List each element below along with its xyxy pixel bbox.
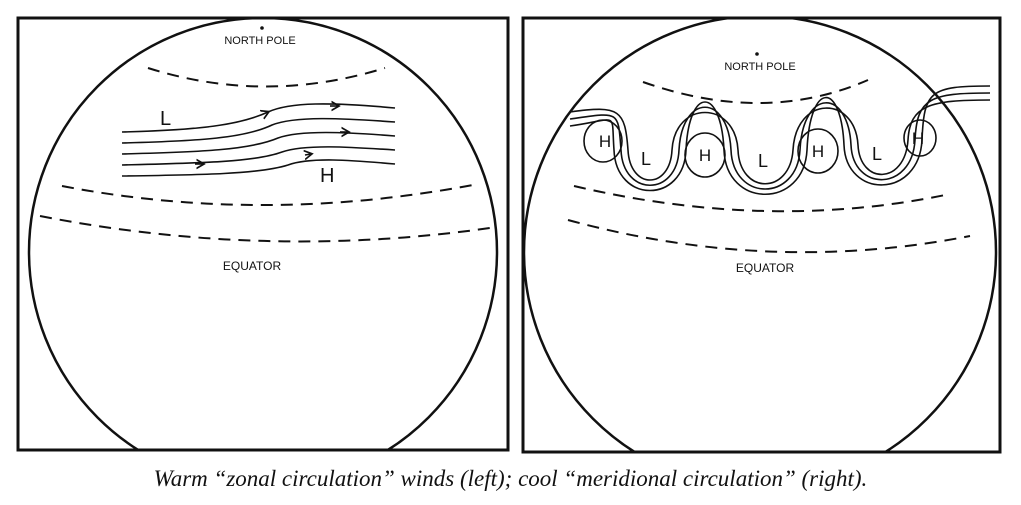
right-low-label: L <box>758 151 768 171</box>
left-panel-zonal: NORTH POLE EQUATOR L H <box>16 16 510 452</box>
high-pressure-loop <box>684 132 726 178</box>
right-tropic-line <box>567 219 971 254</box>
high-pressure-loop <box>903 119 937 157</box>
high-pressure-loop <box>797 128 839 174</box>
right-globe <box>524 19 998 452</box>
right-arctic-line <box>642 79 869 104</box>
left-high-label: H <box>320 165 334 187</box>
right-midlat-line <box>573 185 951 213</box>
streamline <box>121 159 396 177</box>
left-north-pole-label: NORTH POLE <box>224 35 295 47</box>
right-equator-label: EQUATOR <box>736 261 795 275</box>
right-meridional-streamlines <box>569 85 991 195</box>
left-north-pole-dot <box>260 26 264 30</box>
diagram: NORTH POLE EQUATOR L H NORTH POLE <box>16 16 1002 454</box>
left-low-label: L <box>160 108 171 130</box>
high-pressure-loop <box>583 119 623 163</box>
left-equator-label: EQUATOR <box>223 259 282 273</box>
streamline <box>569 99 991 185</box>
right-high-label: H <box>912 129 924 148</box>
figure-caption: Warm “zonal circulation” winds (left); c… <box>153 466 868 491</box>
right-north-pole-dot <box>755 52 759 56</box>
left-tropic-line <box>39 215 491 243</box>
streamline <box>121 131 396 155</box>
right-high-label: H <box>599 132 611 151</box>
right-low-label: L <box>641 149 651 169</box>
streamline <box>121 117 396 144</box>
right-panel-meridional: NORTH POLE EQUATOR L L L H H H H <box>521 16 1002 454</box>
left-frame <box>16 16 510 452</box>
right-frame <box>521 16 1002 454</box>
streamline <box>121 146 396 166</box>
streamline <box>569 85 991 195</box>
right-high-label: H <box>812 142 824 161</box>
right-low-label: L <box>872 144 882 164</box>
left-globe <box>27 19 499 450</box>
right-north-pole-label: NORTH POLE <box>724 61 795 73</box>
left-midlat-line <box>61 183 479 207</box>
streamline <box>569 92 991 190</box>
left-zonal-streamlines <box>121 104 396 177</box>
left-arctic-line <box>147 67 386 88</box>
right-high-label: H <box>699 146 711 165</box>
